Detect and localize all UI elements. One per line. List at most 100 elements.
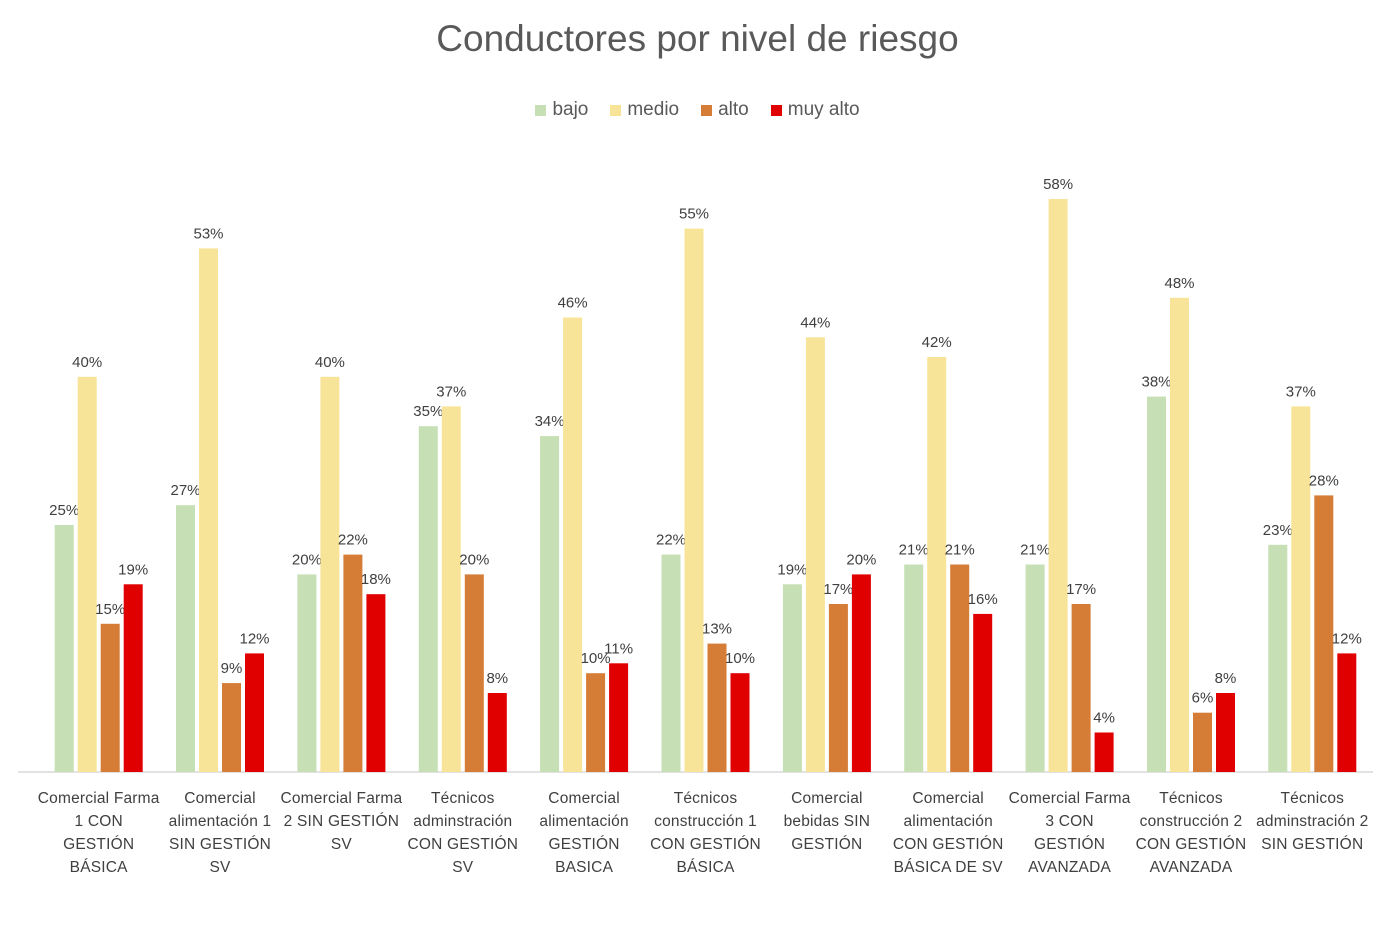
legend-swatch-bajo (535, 104, 547, 116)
bar-medio-3 (320, 376, 340, 772)
data-label-medio-8: 42% (922, 334, 952, 351)
category-label-7: Comercial bebidas SIN GESTIÓN (783, 790, 871, 853)
data-label-muy-alto-10: 8% (1215, 670, 1237, 687)
legend-swatch-medio (610, 104, 622, 116)
data-label-muy-alto-2: 12% (239, 630, 269, 647)
data-label-bajo-4: 35% (413, 403, 443, 420)
bar-bajo-10 (1147, 396, 1166, 772)
category-label-3: Comercial Farma 2 SIN GESTIÓN SV (280, 790, 403, 853)
data-label-alto-9: 17% (1066, 581, 1096, 598)
bar-medio-9 (1048, 199, 1068, 772)
data-label-alto-6: 13% (702, 621, 732, 638)
bar-muy-alto-7 (851, 574, 871, 772)
bar-alto-5 (586, 673, 606, 772)
data-label-bajo-10: 38% (1141, 374, 1171, 391)
data-label-alto-5: 10% (581, 650, 611, 667)
data-label-medio-4: 37% (436, 383, 466, 400)
bar-muy-alto-8 (973, 613, 993, 772)
category-label-9: Comercial Farma 3 CON GESTIÓN AVANZADA (1008, 790, 1131, 876)
bar-muy-alto-4 (487, 693, 507, 772)
bar-alto-9 (1071, 604, 1091, 772)
data-label-bajo-6: 22% (656, 532, 686, 549)
data-label-bajo-8: 21% (899, 542, 929, 559)
category-label-10: Técnicos construcción 2 CON GESTIÓN AVAN… (1135, 790, 1247, 876)
bar-medio-10 (1170, 297, 1189, 772)
bar-bajo-8 (904, 564, 924, 772)
data-label-muy-alto-11: 12% (1332, 630, 1362, 647)
data-label-alto-1: 15% (95, 601, 125, 618)
category-label-2: Comercial alimentación 1 SIN GESTIÓN SV (168, 790, 272, 876)
bar-bajo-5 (540, 436, 560, 772)
category-label-6: Técnicos construcción 1 CON GESTIÓN BÁSI… (650, 790, 761, 876)
bar-medio-7 (805, 337, 825, 772)
bar-muy-alto-2 (245, 653, 264, 772)
data-label-medio-3: 40% (315, 354, 345, 371)
data-label-bajo-9: 21% (1020, 542, 1050, 559)
bar-medio-4 (441, 406, 461, 772)
data-label-muy-alto-1: 19% (118, 561, 148, 578)
bar-bajo-2 (176, 505, 195, 772)
bar-bajo-6 (661, 554, 681, 772)
data-label-muy-alto-7: 20% (846, 551, 876, 568)
data-label-bajo-7: 19% (777, 561, 807, 578)
data-label-medio-2: 53% (193, 225, 223, 242)
legend-item-medio: medio (610, 99, 679, 121)
bar-muy-alto-1 (123, 584, 143, 772)
legend-label-bajo: bajo (552, 99, 589, 120)
data-label-muy-alto-9: 4% (1093, 710, 1115, 727)
bar-bajo-7 (782, 584, 802, 772)
category-label-4: Técnicos adminstración CON GESTIÓN SV (407, 790, 519, 876)
legend-item-muy-alto: muy alto (770, 99, 860, 121)
bar-medio-5 (563, 317, 583, 772)
data-label-medio-7: 44% (800, 314, 830, 331)
data-label-medio-6: 55% (679, 206, 709, 223)
data-label-alto-8: 21% (945, 542, 975, 559)
data-label-bajo-2: 27% (170, 482, 200, 499)
bar-muy-alto-11 (1337, 653, 1357, 772)
bar-alto-4 (464, 574, 484, 772)
bar-muy-alto-3 (366, 594, 386, 772)
bar-alto-10 (1193, 712, 1212, 772)
bar-bajo-3 (297, 574, 317, 772)
data-label-muy-alto-3: 18% (361, 571, 391, 588)
category-label-11: Técnicos adminstración 2 SIN GESTIÓN (1256, 790, 1369, 853)
data-label-medio-10: 48% (1164, 275, 1194, 292)
bar-medio-1 (77, 376, 97, 772)
bar-bajo-11 (1268, 544, 1288, 772)
data-label-bajo-3: 20% (292, 551, 322, 568)
data-label-alto-7: 17% (823, 581, 853, 598)
data-label-bajo-1: 25% (49, 502, 79, 519)
bar-alto-6 (707, 643, 727, 772)
legend-label-alto: alto (718, 99, 749, 120)
bar-medio-2 (199, 248, 218, 772)
data-label-muy-alto-5: 11% (604, 640, 633, 657)
data-label-medio-9: 58% (1043, 176, 1073, 193)
chart-title: Conductores por nivel de riesgo (436, 18, 959, 59)
legend-swatch-alto (701, 104, 713, 116)
category-label-5: Comercial alimentación GESTIÓN BASICA (539, 790, 629, 876)
bar-bajo-1 (54, 525, 74, 772)
legend-label-medio: medio (627, 99, 680, 120)
category-label-1: Comercial Farma 1 CON GESTIÓN BÁSICA (37, 790, 160, 876)
data-label-alto-2: 9% (221, 660, 243, 677)
legend-swatch-muy-alto (770, 104, 782, 116)
legend: bajo medio alto muy alto (0, 99, 1395, 121)
bar-medio-11 (1291, 406, 1311, 772)
data-label-alto-4: 20% (459, 551, 489, 568)
data-label-muy-alto-4: 8% (486, 670, 508, 687)
bar-muy-alto-6 (730, 673, 750, 772)
bar-bajo-4 (418, 426, 438, 772)
data-label-medio-11: 37% (1286, 383, 1316, 400)
data-label-bajo-5: 34% (535, 413, 565, 430)
bar-alto-1 (100, 623, 120, 772)
bar-muy-alto-10 (1216, 693, 1235, 772)
legend-item-bajo: bajo (535, 99, 588, 121)
data-label-bajo-11: 23% (1263, 522, 1293, 539)
bar-alto-7 (828, 604, 848, 772)
bar-alto-8 (950, 564, 970, 772)
bar-medio-6 (684, 228, 704, 773)
data-label-alto-11: 28% (1309, 472, 1339, 489)
bar-alto-11 (1314, 495, 1334, 772)
bar-bajo-9 (1025, 564, 1045, 772)
